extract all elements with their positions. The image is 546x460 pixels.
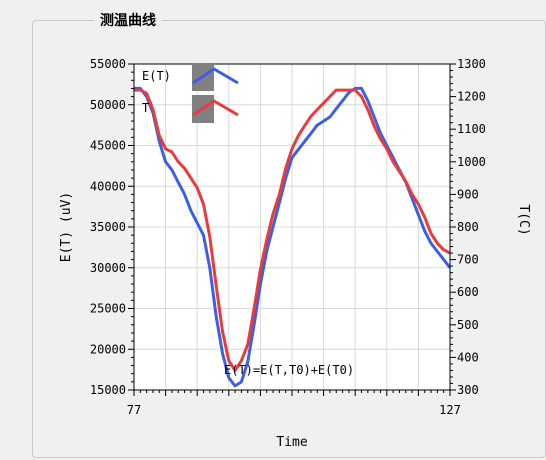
y-right-tick-label: 700	[457, 253, 479, 267]
series-line-t	[134, 88, 451, 372]
y-right-tick-label: 500	[457, 318, 479, 332]
y-left-tick-label: 50000	[90, 98, 126, 112]
y-left-tick-label: 35000	[90, 220, 126, 234]
legend: E(T) T	[142, 63, 239, 123]
legend-label: E(T)	[142, 69, 171, 83]
legend-swatch-line	[192, 67, 239, 85]
grid	[133, 63, 451, 391]
y-right-tick-label: 300	[457, 383, 479, 397]
y-right-tick-label: 1200	[457, 90, 486, 104]
formula-annotation: E(T)=E(T,T0)+E(T0)	[224, 363, 354, 377]
y-left-tick-label: 20000	[90, 342, 126, 356]
x-tick-label: 127	[439, 403, 461, 417]
y-right-tick-label: 600	[457, 285, 479, 299]
y-right-tick-label: 1100	[457, 122, 486, 136]
y-left-tick-label: 40000	[90, 179, 126, 193]
y-left-tick-label: 55000	[90, 57, 126, 71]
y-right-tick-label: 1300	[457, 57, 486, 71]
y-axis-label-left: E(T) (uV)	[59, 192, 74, 262]
y-axis-label-right: T(C)	[516, 204, 531, 235]
x-tick-label: 77	[127, 403, 141, 417]
y-left-tick-label: 15000	[90, 383, 126, 397]
group-title: 测温曲线	[94, 10, 162, 30]
ticks: 15000 20000 25000 30000 35000 40000 45000 50000…	[90, 57, 486, 417]
y-right-tick-label: 1000	[457, 155, 486, 169]
y-right-tick-label: 800	[457, 220, 479, 234]
y-right-tick-label: 900	[457, 187, 479, 201]
y-right-tick-label: 400	[457, 350, 479, 364]
plot-area	[133, 63, 451, 391]
legend-swatch-line	[192, 99, 239, 117]
y-left-tick-label: 45000	[90, 139, 126, 153]
y-left-tick-label: 25000	[90, 302, 126, 316]
legend-label: T	[142, 101, 149, 115]
y-left-tick-label: 30000	[90, 261, 126, 275]
series-layer	[134, 86, 452, 388]
x-axis-label: Time	[276, 435, 307, 450]
